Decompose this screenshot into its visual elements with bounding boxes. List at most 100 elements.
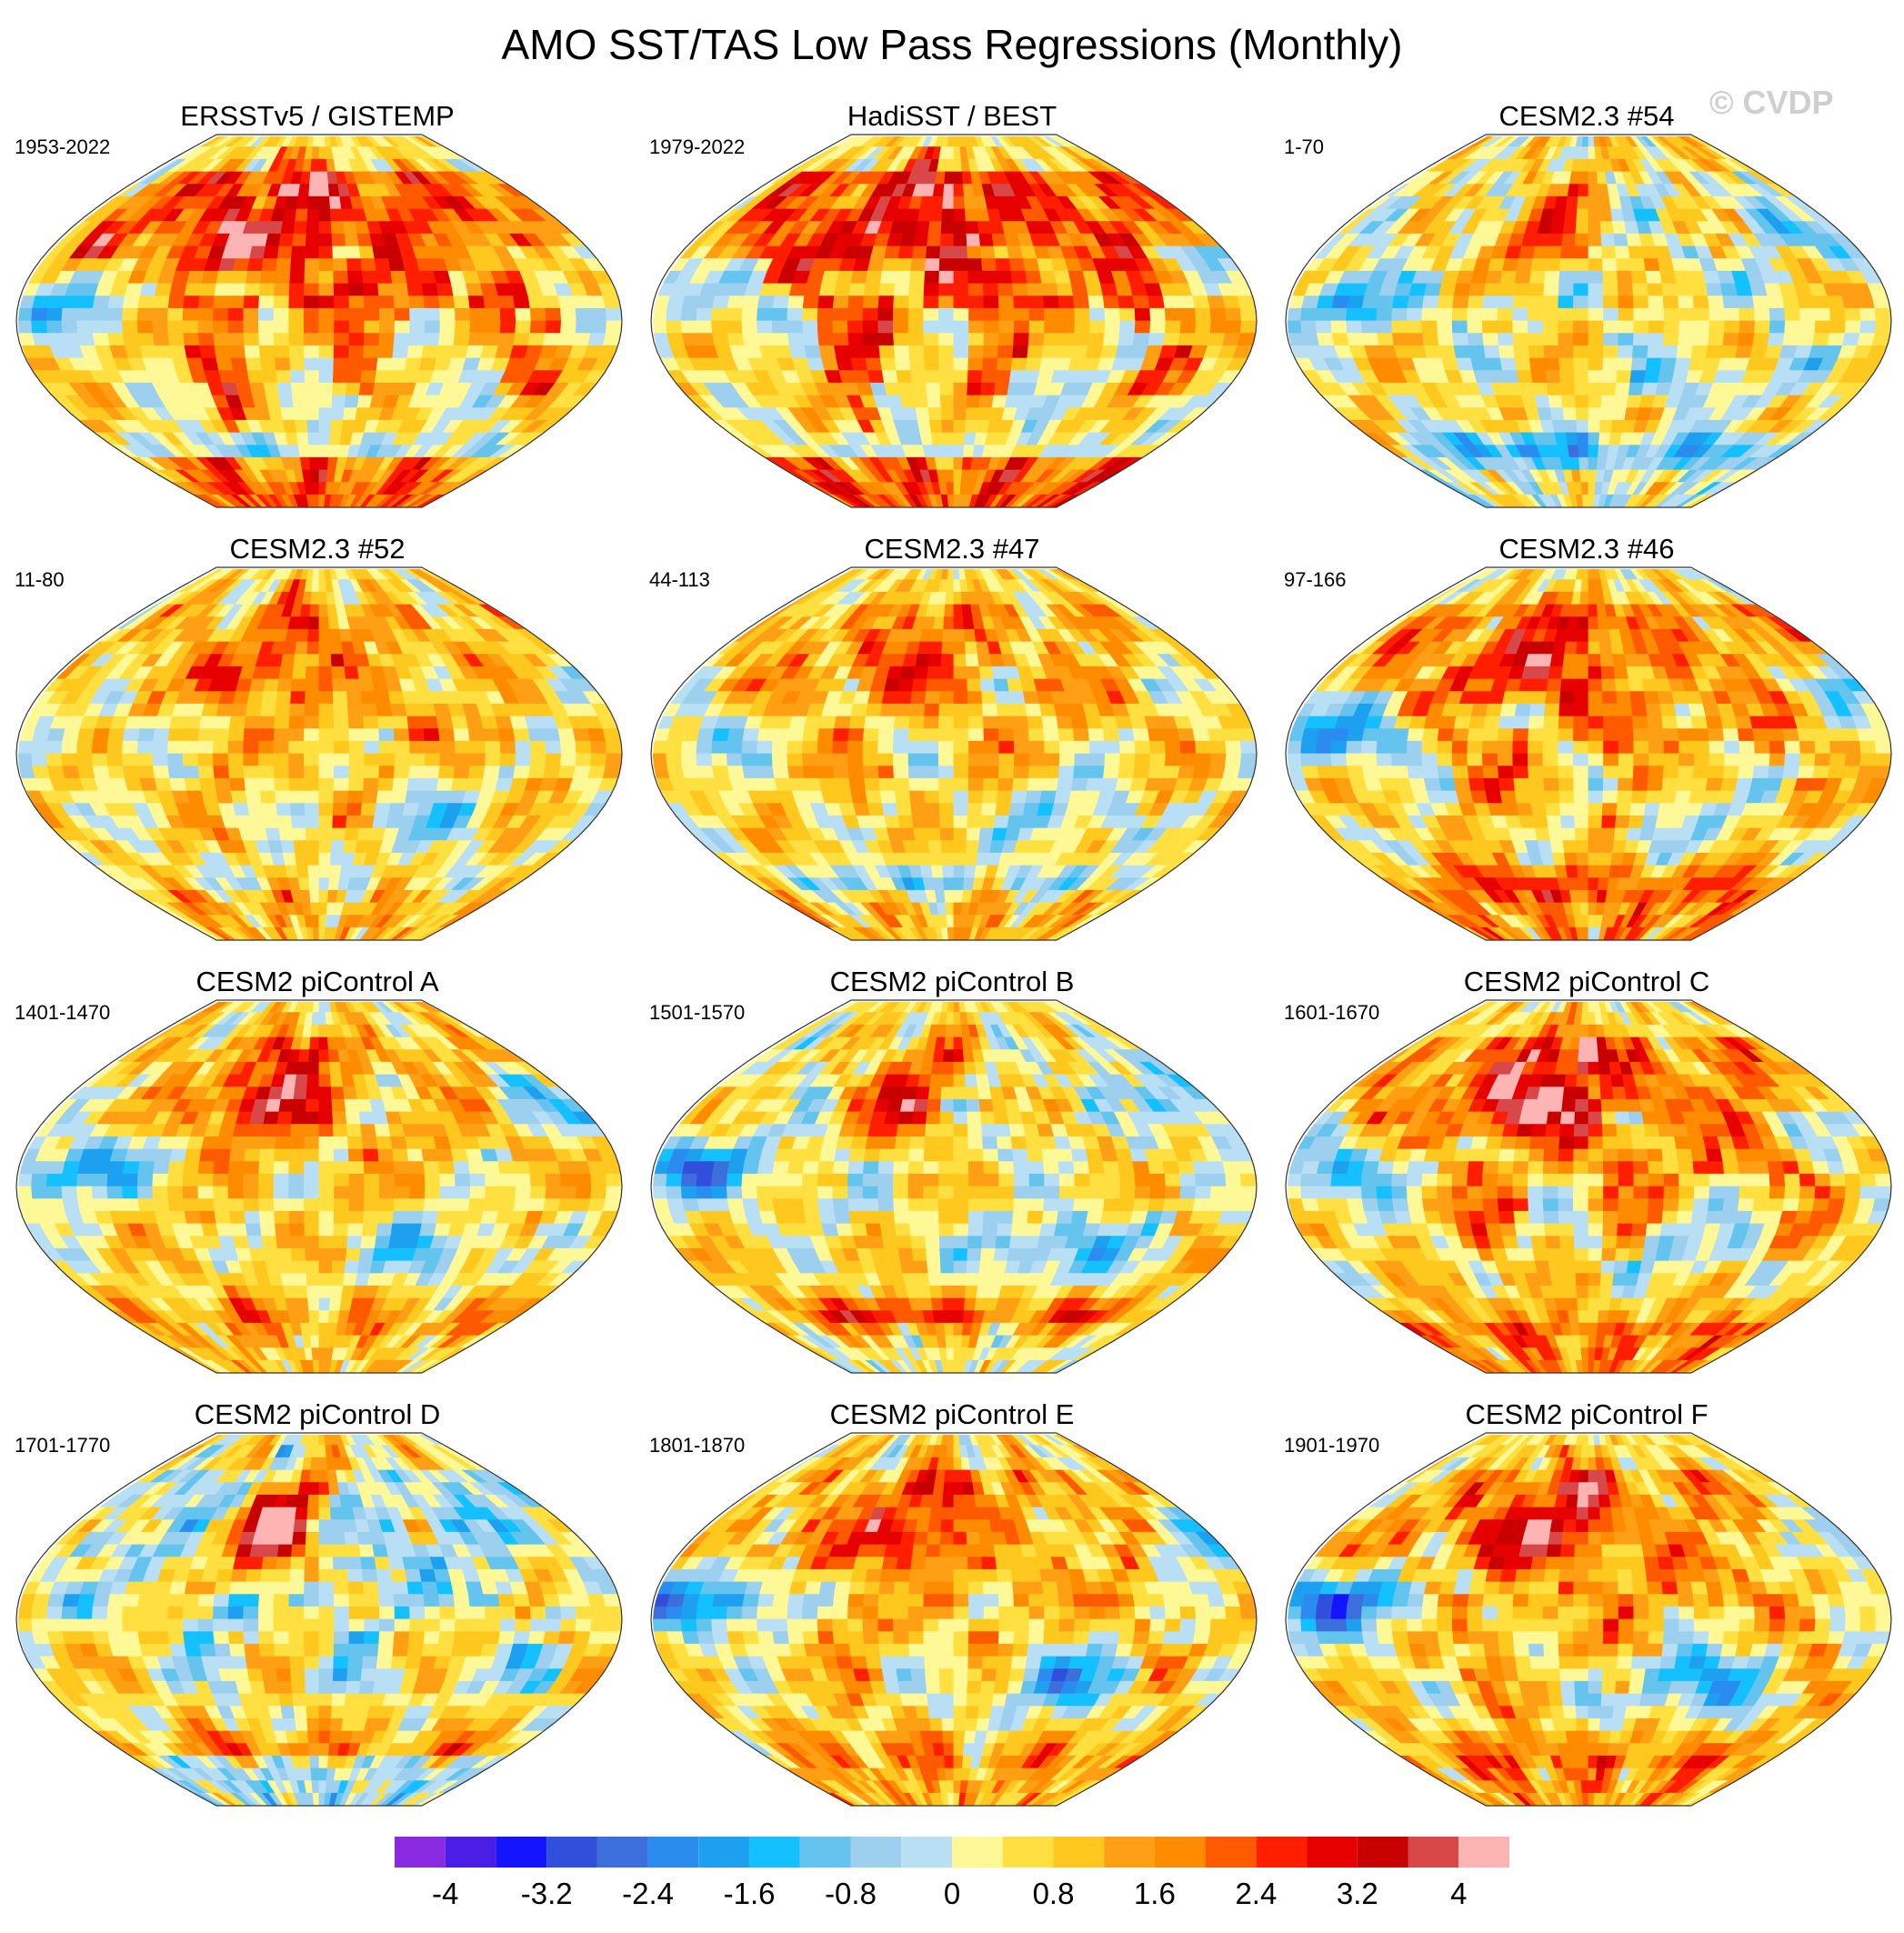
map-cell [318, 283, 335, 297]
map-cell [884, 382, 901, 396]
map-cell [454, 753, 471, 767]
map-cell [1588, 445, 1599, 458]
map-cell [892, 320, 909, 335]
map-cell [169, 283, 188, 297]
map-cell [953, 456, 964, 471]
map-cell [374, 370, 392, 384]
map-cell [1573, 270, 1589, 285]
map-cell [953, 419, 967, 434]
map-cell [953, 295, 970, 309]
map-cell [1784, 307, 1801, 322]
map-cell [1501, 258, 1520, 272]
map-cell [318, 877, 330, 891]
map-cell [137, 766, 155, 779]
map-cell [1799, 307, 1817, 322]
map-cell [318, 641, 332, 656]
map-cell [244, 777, 261, 792]
map-cell [285, 865, 299, 879]
map-cell [280, 221, 296, 235]
map-cell [881, 258, 899, 272]
map-cell [265, 233, 282, 247]
map-cell [545, 740, 562, 755]
map-cell [450, 283, 469, 297]
map-cell [306, 221, 320, 235]
map-cell [1149, 307, 1167, 322]
map-panel: CESM2.3 #47 44-113 [635, 533, 1269, 960]
map-cell [1528, 357, 1547, 372]
map-cell [1630, 357, 1648, 372]
map-cell [261, 258, 278, 272]
map-cell [1578, 171, 1589, 185]
map-cell [405, 790, 423, 805]
map-cell [946, 579, 955, 593]
map-cell [1544, 270, 1560, 285]
map-cell [137, 333, 155, 346]
map-cell [1588, 320, 1605, 335]
map-cell [424, 753, 441, 767]
map-cell [333, 270, 349, 285]
map-cell [106, 320, 124, 335]
map-cell [1422, 333, 1440, 346]
map-cell [310, 158, 320, 173]
map-cell [817, 295, 836, 309]
map-cell [1629, 370, 1647, 384]
map-cell [390, 270, 408, 285]
map-cell [836, 270, 855, 285]
map-cell [1482, 295, 1499, 309]
map-cell [1423, 283, 1442, 297]
map-cell [92, 333, 111, 346]
map-cell [363, 295, 380, 309]
map-cell [107, 728, 125, 742]
map-cell [939, 245, 955, 260]
map-cell [997, 295, 1015, 309]
map-cell [1874, 307, 1892, 322]
map-cell [1752, 333, 1770, 346]
map-cell [303, 753, 320, 767]
map-cell [92, 728, 111, 742]
map-cell [1628, 382, 1645, 396]
map-cell [1601, 245, 1618, 260]
map-cell [154, 777, 173, 792]
map-cell [1056, 345, 1074, 359]
map-cell [261, 691, 278, 705]
map-cell [243, 728, 260, 742]
map-cell [1588, 195, 1600, 210]
map-cell [1588, 270, 1604, 285]
map-cell [423, 728, 441, 742]
map-cell [953, 395, 968, 409]
map-cell [1723, 307, 1740, 322]
map-cell [940, 407, 955, 421]
map-cell [1225, 320, 1242, 335]
map-cell [347, 716, 365, 730]
map-cell [1025, 270, 1043, 285]
map-cell [469, 753, 486, 767]
map-cell [865, 270, 883, 285]
map-cell [1044, 320, 1061, 335]
map-cell [275, 790, 291, 805]
map-cell [212, 753, 229, 767]
map-cell [1315, 320, 1333, 335]
map-cell [347, 357, 364, 372]
map-cell [1452, 295, 1470, 309]
map-cell [258, 333, 276, 346]
map-cell [1581, 494, 1589, 508]
map-cell [275, 270, 291, 285]
map-cell [243, 753, 260, 767]
map-cell [1567, 184, 1580, 197]
map-cell [938, 283, 955, 297]
map-cell [1632, 295, 1649, 309]
map-cell [1423, 345, 1442, 359]
map-cell [167, 295, 185, 309]
map-cell [333, 295, 350, 309]
map-cell [909, 357, 926, 372]
map-cell [249, 678, 266, 693]
map-cell [1614, 382, 1631, 396]
map-cell [258, 295, 276, 309]
map-cell [1087, 333, 1106, 346]
map-cell [787, 320, 804, 335]
map-cell [243, 333, 260, 346]
map-cell [333, 777, 350, 792]
map-cell [1498, 345, 1516, 359]
map-cell [982, 270, 998, 285]
map-cell [1147, 295, 1166, 309]
